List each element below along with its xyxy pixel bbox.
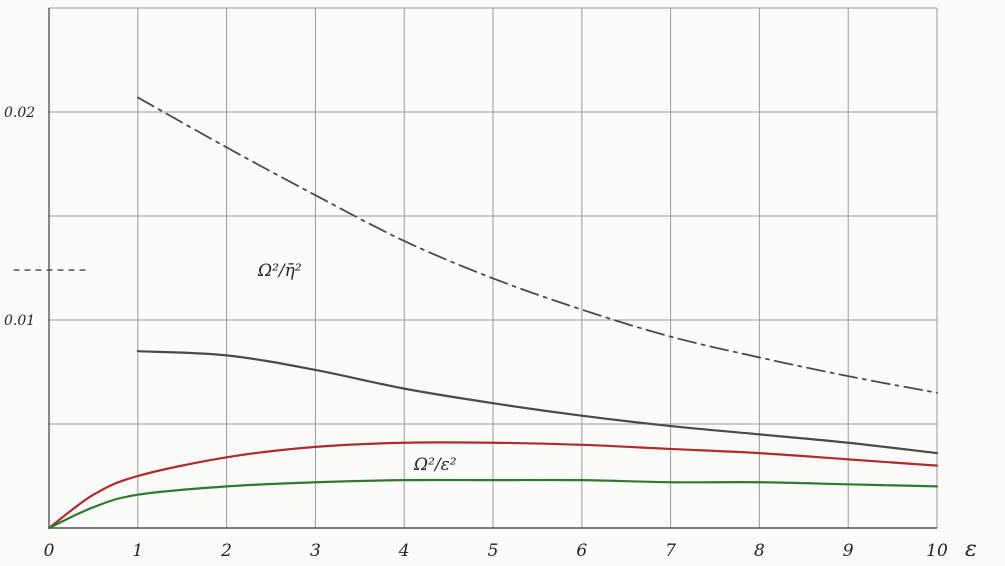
x-tick-label: 2 [220,541,232,561]
x-tick-label: 3 [310,541,321,561]
x-tick-label: 1 [132,541,143,561]
x-tick-label: 4 [398,541,410,561]
x-tick-label: 5 [488,541,499,561]
y-tick-label: 0.01 [4,313,35,329]
series-annotation: Ω²/ε² [413,455,457,475]
x-tick-label: 6 [576,541,587,561]
series-upper-solid-curve [136,350,939,455]
series-green-curve [47,478,939,530]
x-tick-label: 9 [843,541,854,561]
series-dash-dot-curve [136,96,938,394]
x-axis-title: ε [965,537,977,562]
x-tick-label: 0 [44,541,55,561]
x-tick-label: 8 [754,541,765,561]
series-annotation: Ω²/η̄² [257,261,302,281]
x-tick-label: 10 [926,541,948,561]
series-red-curve [47,441,939,530]
x-tick-label: 7 [665,541,676,561]
y-tick-label: 0.02 [4,105,35,121]
